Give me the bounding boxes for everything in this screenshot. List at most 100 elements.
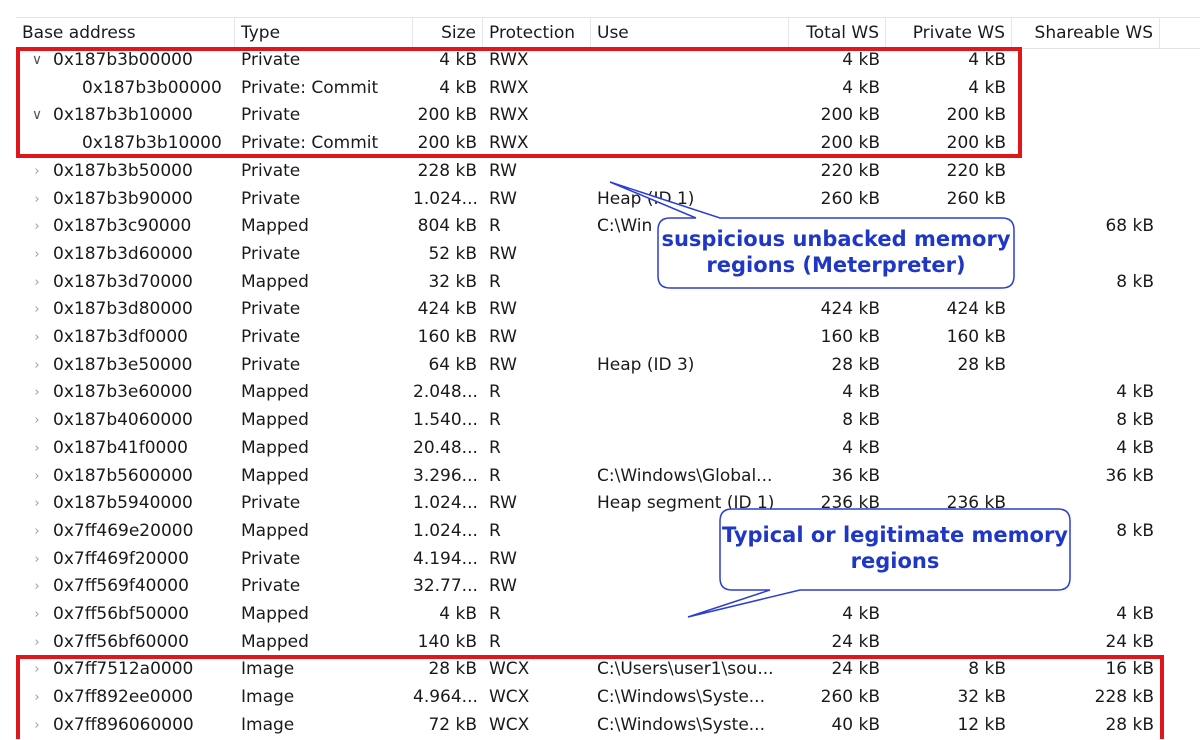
cell-type: Image <box>241 659 295 680</box>
chevron-right-icon[interactable]: › <box>34 330 40 345</box>
column-header-sws[interactable]: Shareable WS <box>1012 18 1160 48</box>
cell-prot: RWX <box>489 50 529 70</box>
cell-type: Mapped <box>241 520 309 541</box>
chevron-right-icon[interactable]: › <box>34 246 40 262</box>
table-row[interactable]: › 0x187b3c90000 Mapped 804 kB R C:\Win 68 kB <box>16 213 1200 241</box>
chevron-right-icon[interactable]: › <box>34 413 40 429</box>
cell-base: 0x187b3b00000 <box>82 77 222 98</box>
cell-tws <box>789 573 886 601</box>
chevron-right-icon[interactable]: › <box>34 662 40 678</box>
cell-prot: R <box>489 437 501 458</box>
column-header-size[interactable]: Size <box>413 18 483 48</box>
chevron-right-icon[interactable]: › <box>34 551 40 567</box>
cell-prot: RW <box>489 354 517 375</box>
cell-type: Image <box>241 687 295 708</box>
column-header-use[interactable]: Use <box>591 18 789 48</box>
chevron-right-icon[interactable]: › <box>34 468 40 484</box>
cell-prot: R <box>489 382 501 403</box>
chevron-right-icon[interactable]: › <box>34 579 40 595</box>
table-row[interactable]: › 0x7ff469f20000 Private 4.194... RW <box>16 546 1200 574</box>
chevron-right-icon[interactable]: › <box>34 607 40 622</box>
table-row[interactable]: › 0x187b5600000 Mapped 3.296... R C:\Windows\… <box>16 463 1200 491</box>
chevron-right-icon[interactable]: › <box>34 191 40 207</box>
table-row[interactable]: 0x187b3b10000 Private: Commit 200 kB RWX 200… <box>16 130 1200 158</box>
table-row[interactable]: › 0x7ff56bf50000 Mapped 4 kB R 4 kB 4 kB <box>16 601 1200 629</box>
chevron-right-icon[interactable]: › <box>34 302 40 318</box>
cell-sws: 4 kB <box>1116 604 1154 624</box>
cell-pws <box>886 573 1012 601</box>
table-row[interactable]: › 0x187b3d60000 Private 52 kB RW <box>16 241 1200 269</box>
cell-type: Private <box>241 105 301 126</box>
chevron-right-icon[interactable]: › <box>34 690 40 706</box>
table-row[interactable]: › 0x7ff896060000 Image 72 kB WCX C:\Windows\S… <box>16 712 1200 740</box>
cell-type: Private: Commit <box>241 133 379 154</box>
suspicious-callout-line2: regions (Meterpreter) <box>706 253 966 277</box>
chevron-right-icon[interactable]: › <box>34 274 40 290</box>
cell-type: Private <box>241 188 301 209</box>
table-row[interactable]: › 0x187b5940000 Private 1.024... RW Heap segm… <box>16 490 1200 518</box>
cell-base: 0x187b3b00000 <box>53 50 193 70</box>
cell-pws: 28 kB <box>957 354 1006 375</box>
cell-type: Private <box>241 548 301 569</box>
cell-size: 64 kB <box>428 354 477 375</box>
cell-pws: 424 kB <box>946 299 1006 320</box>
cell-base: 0x187b3c90000 <box>53 216 192 237</box>
cell-base: 0x187b5600000 <box>53 465 193 486</box>
table-row[interactable]: 0x187b3b00000 Private: Commit 4 kB RWX 4 kB 4… <box>16 75 1200 103</box>
cell-sws: 4 kB <box>1116 382 1154 403</box>
cell-base: 0x187b3b50000 <box>53 160 193 181</box>
cell-base: 0x7ff892ee0000 <box>53 687 194 708</box>
cell-type: Private <box>241 354 301 375</box>
table-row[interactable]: › 0x187b3d70000 Mapped 32 kB R 8 kB <box>16 269 1200 297</box>
table-row[interactable]: ∨ 0x187b3b10000 Private 200 kB RWX 200 kB 200 … <box>16 102 1200 130</box>
chevron-down-icon[interactable]: ∨ <box>31 107 43 124</box>
column-header-tws[interactable]: Total WS <box>789 18 886 48</box>
chevron-right-icon[interactable]: › <box>34 163 40 179</box>
table-row[interactable]: ∨ 0x187b3b00000 Private 4 kB RWX 4 kB 4 kB <box>16 47 1200 75</box>
table-row[interactable]: › 0x187b3e60000 Mapped 2.048... R 4 kB 4 kB <box>16 379 1200 407</box>
table-row[interactable]: › 0x187b3b90000 Private 1.024... RW Heap (ID … <box>16 186 1200 214</box>
column-header-type[interactable]: Type <box>235 18 413 48</box>
table-row[interactable]: › 0x7ff7512a0000 Image 28 kB WCX C:\Users\use… <box>16 656 1200 684</box>
column-header-prot[interactable]: Protection <box>483 18 591 48</box>
cell-use <box>591 629 789 657</box>
table-row[interactable]: › 0x187b3e50000 Private 64 kB RW Heap (ID 3) 2… <box>16 352 1200 380</box>
chevron-right-icon[interactable]: › <box>34 523 40 539</box>
table-row[interactable]: › 0x7ff56bf60000 Mapped 140 kB R 24 kB 24 kB <box>16 629 1200 657</box>
table-row[interactable]: › 0x187b41f0000 Mapped 20.48... R 4 kB 4 kB <box>16 435 1200 463</box>
table-row[interactable]: › 0x187b3df0000 Private 160 kB RW 160 kB 160 k… <box>16 324 1200 352</box>
table-row[interactable]: › 0x7ff469e20000 Mapped 1.024... R 8 kB <box>16 518 1200 546</box>
column-header-row: Base address Type Size Protection Use Total W… <box>16 17 1200 49</box>
cell-size: 52 kB <box>428 243 477 264</box>
column-header-base[interactable]: Base address <box>16 18 235 48</box>
cell-pws: 4 kB <box>968 50 1006 70</box>
chevron-right-icon[interactable]: › <box>34 634 40 650</box>
chevron-right-icon[interactable]: › <box>34 496 40 512</box>
cell-size: 804 kB <box>417 216 477 237</box>
table-row[interactable]: › 0x187b4060000 Mapped 1.540... R 8 kB 8 kB <box>16 407 1200 435</box>
table-row[interactable]: › 0x7ff569f40000 Private 32.77... RW <box>16 573 1200 601</box>
cell-sws <box>1012 75 1160 103</box>
column-header-pws[interactable]: Private WS <box>886 18 1012 48</box>
table-row[interactable]: › 0x187b3b50000 Private 228 kB RW 220 kB 220 k… <box>16 158 1200 186</box>
cell-size: 1.024... <box>413 493 478 514</box>
chevron-right-icon[interactable]: › <box>34 385 40 401</box>
cell-tws: 260 kB <box>820 687 880 708</box>
cell-type: Private <box>241 576 301 597</box>
chevron-right-icon[interactable]: › <box>34 357 40 373</box>
chevron-down-icon[interactable]: ∨ <box>31 52 43 68</box>
table-row[interactable]: › 0x7ff892ee0000 Image 4.964... WCX C:\Window… <box>16 684 1200 712</box>
cell-prot: R <box>489 216 501 237</box>
chevron-right-icon[interactable]: › <box>34 440 40 456</box>
cell-type: Private <box>241 160 301 181</box>
chevron-right-icon[interactable]: › <box>34 717 40 733</box>
cell-size: 200 kB <box>417 133 477 154</box>
cell-size: 4.194... <box>413 548 478 569</box>
table-row[interactable]: › 0x187b3d80000 Private 424 kB RW 424 kB 424 k… <box>16 296 1200 324</box>
cell-tws: 4 kB <box>842 604 880 624</box>
chevron-right-icon[interactable]: › <box>34 219 40 235</box>
cell-type: Mapped <box>241 465 309 486</box>
cell-prot: R <box>489 631 501 652</box>
cell-sws <box>1012 130 1160 158</box>
